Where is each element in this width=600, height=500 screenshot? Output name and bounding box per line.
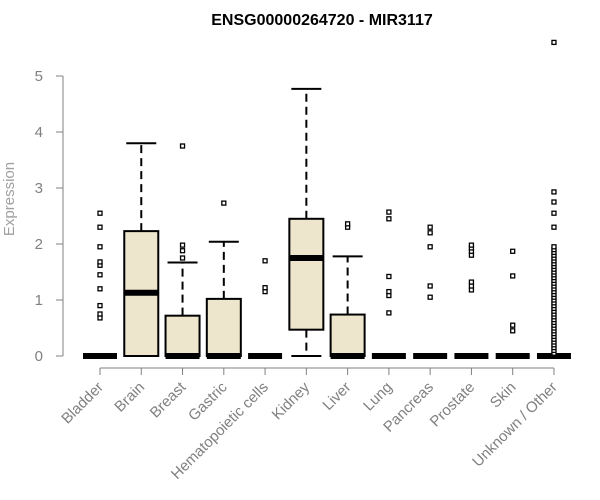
x-tick-label: Lung [360,379,396,415]
outlier-point [221,200,227,206]
y-tick-label-2: 2 [35,236,43,253]
box-iqr [329,313,366,357]
y-tick-label-1: 1 [35,292,43,309]
outlier-point [97,224,103,230]
outlier-point [179,143,186,149]
x-tick-label: Brain [111,379,148,416]
outlier-point [427,294,433,300]
outlier-point [551,39,557,46]
outlier-point [427,230,433,236]
outlier-point [179,255,186,261]
outlier-point [551,189,557,195]
box-10 [495,248,530,359]
box-iqr [205,297,242,358]
box-8 [413,224,448,359]
box-2 [164,143,201,359]
outlier-point [510,322,516,328]
outlier-point [386,209,392,215]
outlier-point [97,259,103,265]
outlier-point [386,216,392,222]
outlier-point [468,242,475,248]
box-iqr [288,217,325,331]
y-axis: 0 1 2 3 4 5 [35,68,64,365]
outlier-point [468,279,475,285]
box-7 [371,209,406,359]
x-tick-label: Skin [487,379,520,412]
outlier-point [97,286,103,292]
outlier-point [97,244,103,250]
box-5 [288,87,325,357]
x-tick-label: Kidney [269,378,314,423]
outlier-point [427,244,433,250]
x-tick-label: Breast [147,378,190,421]
y-tick-label-4: 4 [35,124,43,141]
box-1 [123,142,160,357]
box-11 [536,39,571,359]
outlier-point [510,273,516,279]
box-0 [83,210,117,359]
outlier-point [510,248,516,254]
outlier-point [386,273,392,280]
box-6 [329,221,366,359]
y-tick-label-0: 0 [35,348,43,365]
outlier-point [179,242,186,248]
x-tick-label: Liver [319,379,354,414]
outlier-point [427,283,433,289]
y-tick-label-5: 5 [35,68,43,85]
outlier-point [427,224,433,230]
outlier-point [97,311,103,317]
outlier-point [551,199,557,205]
outlier-point [386,288,392,295]
chart-title: ENSG00000264720 - MIR3117 [211,12,433,29]
outlier-point [344,221,351,227]
outlier-point [97,302,103,309]
boxes-layer [83,39,571,359]
y-tick-label-3: 3 [35,180,43,197]
outlier-point [179,248,186,254]
box-3 [205,200,242,359]
outlier-point [262,258,268,264]
y-axis-label: Expression [1,162,18,236]
box-9 [454,242,489,359]
outlier-point [262,285,268,291]
x-tick-label: Prostate [427,379,479,431]
outlier-point [97,210,103,216]
box-4 [248,258,283,359]
outlier-point [386,310,392,316]
outlier-point [551,224,557,230]
outlier-point [551,210,557,216]
outlier-point [510,328,516,334]
x-tick-label: Bladder [58,379,107,428]
outlier-point [97,272,103,278]
box-iqr [164,314,201,357]
outlier-point [551,244,557,250]
